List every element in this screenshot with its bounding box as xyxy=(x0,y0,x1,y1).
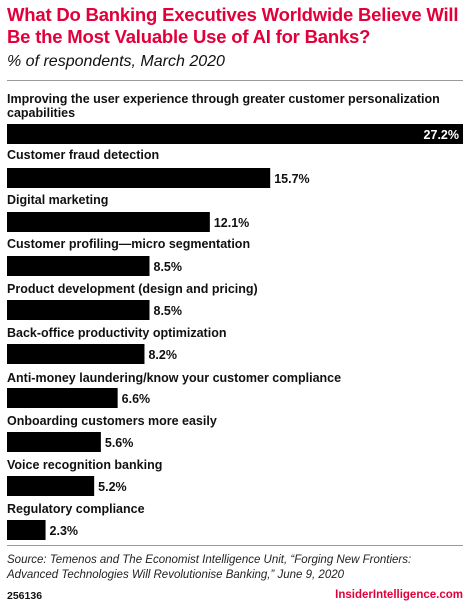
top-divider xyxy=(7,80,463,81)
value-label: 5.6% xyxy=(105,436,134,450)
value-label: 5.2% xyxy=(98,480,127,494)
chart-subtitle: % of respondents, March 2020 xyxy=(7,53,225,70)
bar xyxy=(7,476,95,496)
bar xyxy=(7,432,101,452)
bar xyxy=(7,256,150,276)
value-label: 27.2% xyxy=(424,128,459,142)
category-label: Customer fraud detection xyxy=(7,148,159,162)
category-label: Regulatory compliance xyxy=(7,502,145,516)
category-label: Customer profiling—micro segmentation xyxy=(7,237,250,251)
category-label: Improving the user experience through gr… xyxy=(7,92,440,106)
bar xyxy=(7,168,271,188)
value-label: 8.5% xyxy=(154,304,183,318)
category-label: Digital marketing xyxy=(7,193,108,207)
category-label: Back-office productivity optimization xyxy=(7,326,226,340)
chart-id: 256136 xyxy=(7,590,43,602)
category-label: Anti-money laundering/know your customer… xyxy=(7,371,341,385)
bar xyxy=(7,124,463,144)
value-label: 8.5% xyxy=(154,260,183,274)
value-label: 6.6% xyxy=(122,392,151,406)
bottom-divider xyxy=(7,545,463,546)
category-label: Product development (design and pricing) xyxy=(7,282,258,296)
value-label: 15.7% xyxy=(274,172,309,186)
bar xyxy=(7,344,145,364)
category-label: Voice recognition banking xyxy=(7,458,162,472)
category-label: capabilities xyxy=(7,106,75,120)
brand-logo: InsiderIntelligence.com xyxy=(335,589,463,601)
value-label: 2.3% xyxy=(50,524,79,538)
source-note: Source: Temenos and The Economist Intell… xyxy=(7,554,412,581)
bar xyxy=(7,212,210,232)
value-label: 12.1% xyxy=(214,216,249,230)
bar xyxy=(7,520,46,540)
bar xyxy=(7,388,118,408)
bar-chart: Improving the user experience through gr… xyxy=(7,92,463,540)
value-label: 8.2% xyxy=(148,348,177,362)
category-label: Onboarding customers more easily xyxy=(7,414,217,428)
chart-title: What Do Banking Executives Worldwide Bel… xyxy=(7,4,459,47)
bar xyxy=(7,300,150,320)
